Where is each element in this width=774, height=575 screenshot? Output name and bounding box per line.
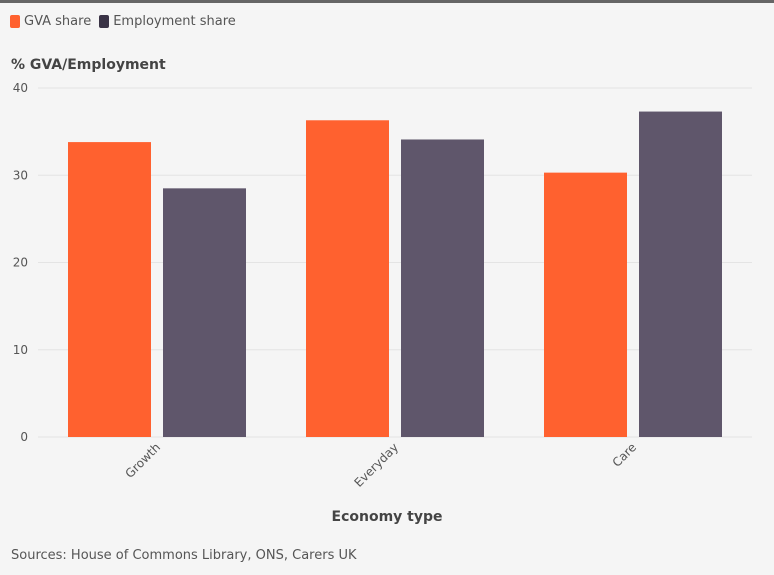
legend-swatch-employment xyxy=(99,15,110,28)
y-tick-label: 10 xyxy=(13,343,28,357)
y-tick-label: 30 xyxy=(13,168,28,182)
bar-care-gva[interactable] xyxy=(544,172,627,437)
bar-care-employment[interactable] xyxy=(639,111,722,438)
y-tick-label: 0 xyxy=(20,430,28,444)
x-tick-label: Growth xyxy=(123,440,164,481)
legend-label-gva: GVA share xyxy=(24,14,92,29)
top-rule xyxy=(0,0,774,3)
legend-item-employment[interactable]: Employment share xyxy=(99,14,236,29)
y-tick-label: 40 xyxy=(13,81,28,95)
bar-everyday-gva[interactable] xyxy=(306,120,389,437)
bar-growth-gva[interactable] xyxy=(68,142,151,437)
bar-everyday-employment[interactable] xyxy=(401,139,484,438)
legend-label-employment: Employment share xyxy=(113,14,236,29)
legend-swatch-gva xyxy=(10,15,20,28)
bar-growth-employment[interactable] xyxy=(163,188,246,437)
y-tick-label: 20 xyxy=(13,256,28,270)
legend-item-gva[interactable]: GVA share xyxy=(10,14,91,29)
y-axis-title: % GVA/Employment xyxy=(11,57,166,73)
x-tick-label: Care xyxy=(610,440,640,470)
x-tick-label: Everyday xyxy=(351,440,401,490)
source-note: Sources: House of Commons Library, ONS, … xyxy=(11,548,357,563)
x-axis-title: Economy type xyxy=(331,509,443,525)
legend: GVA share Employment share xyxy=(10,14,236,29)
